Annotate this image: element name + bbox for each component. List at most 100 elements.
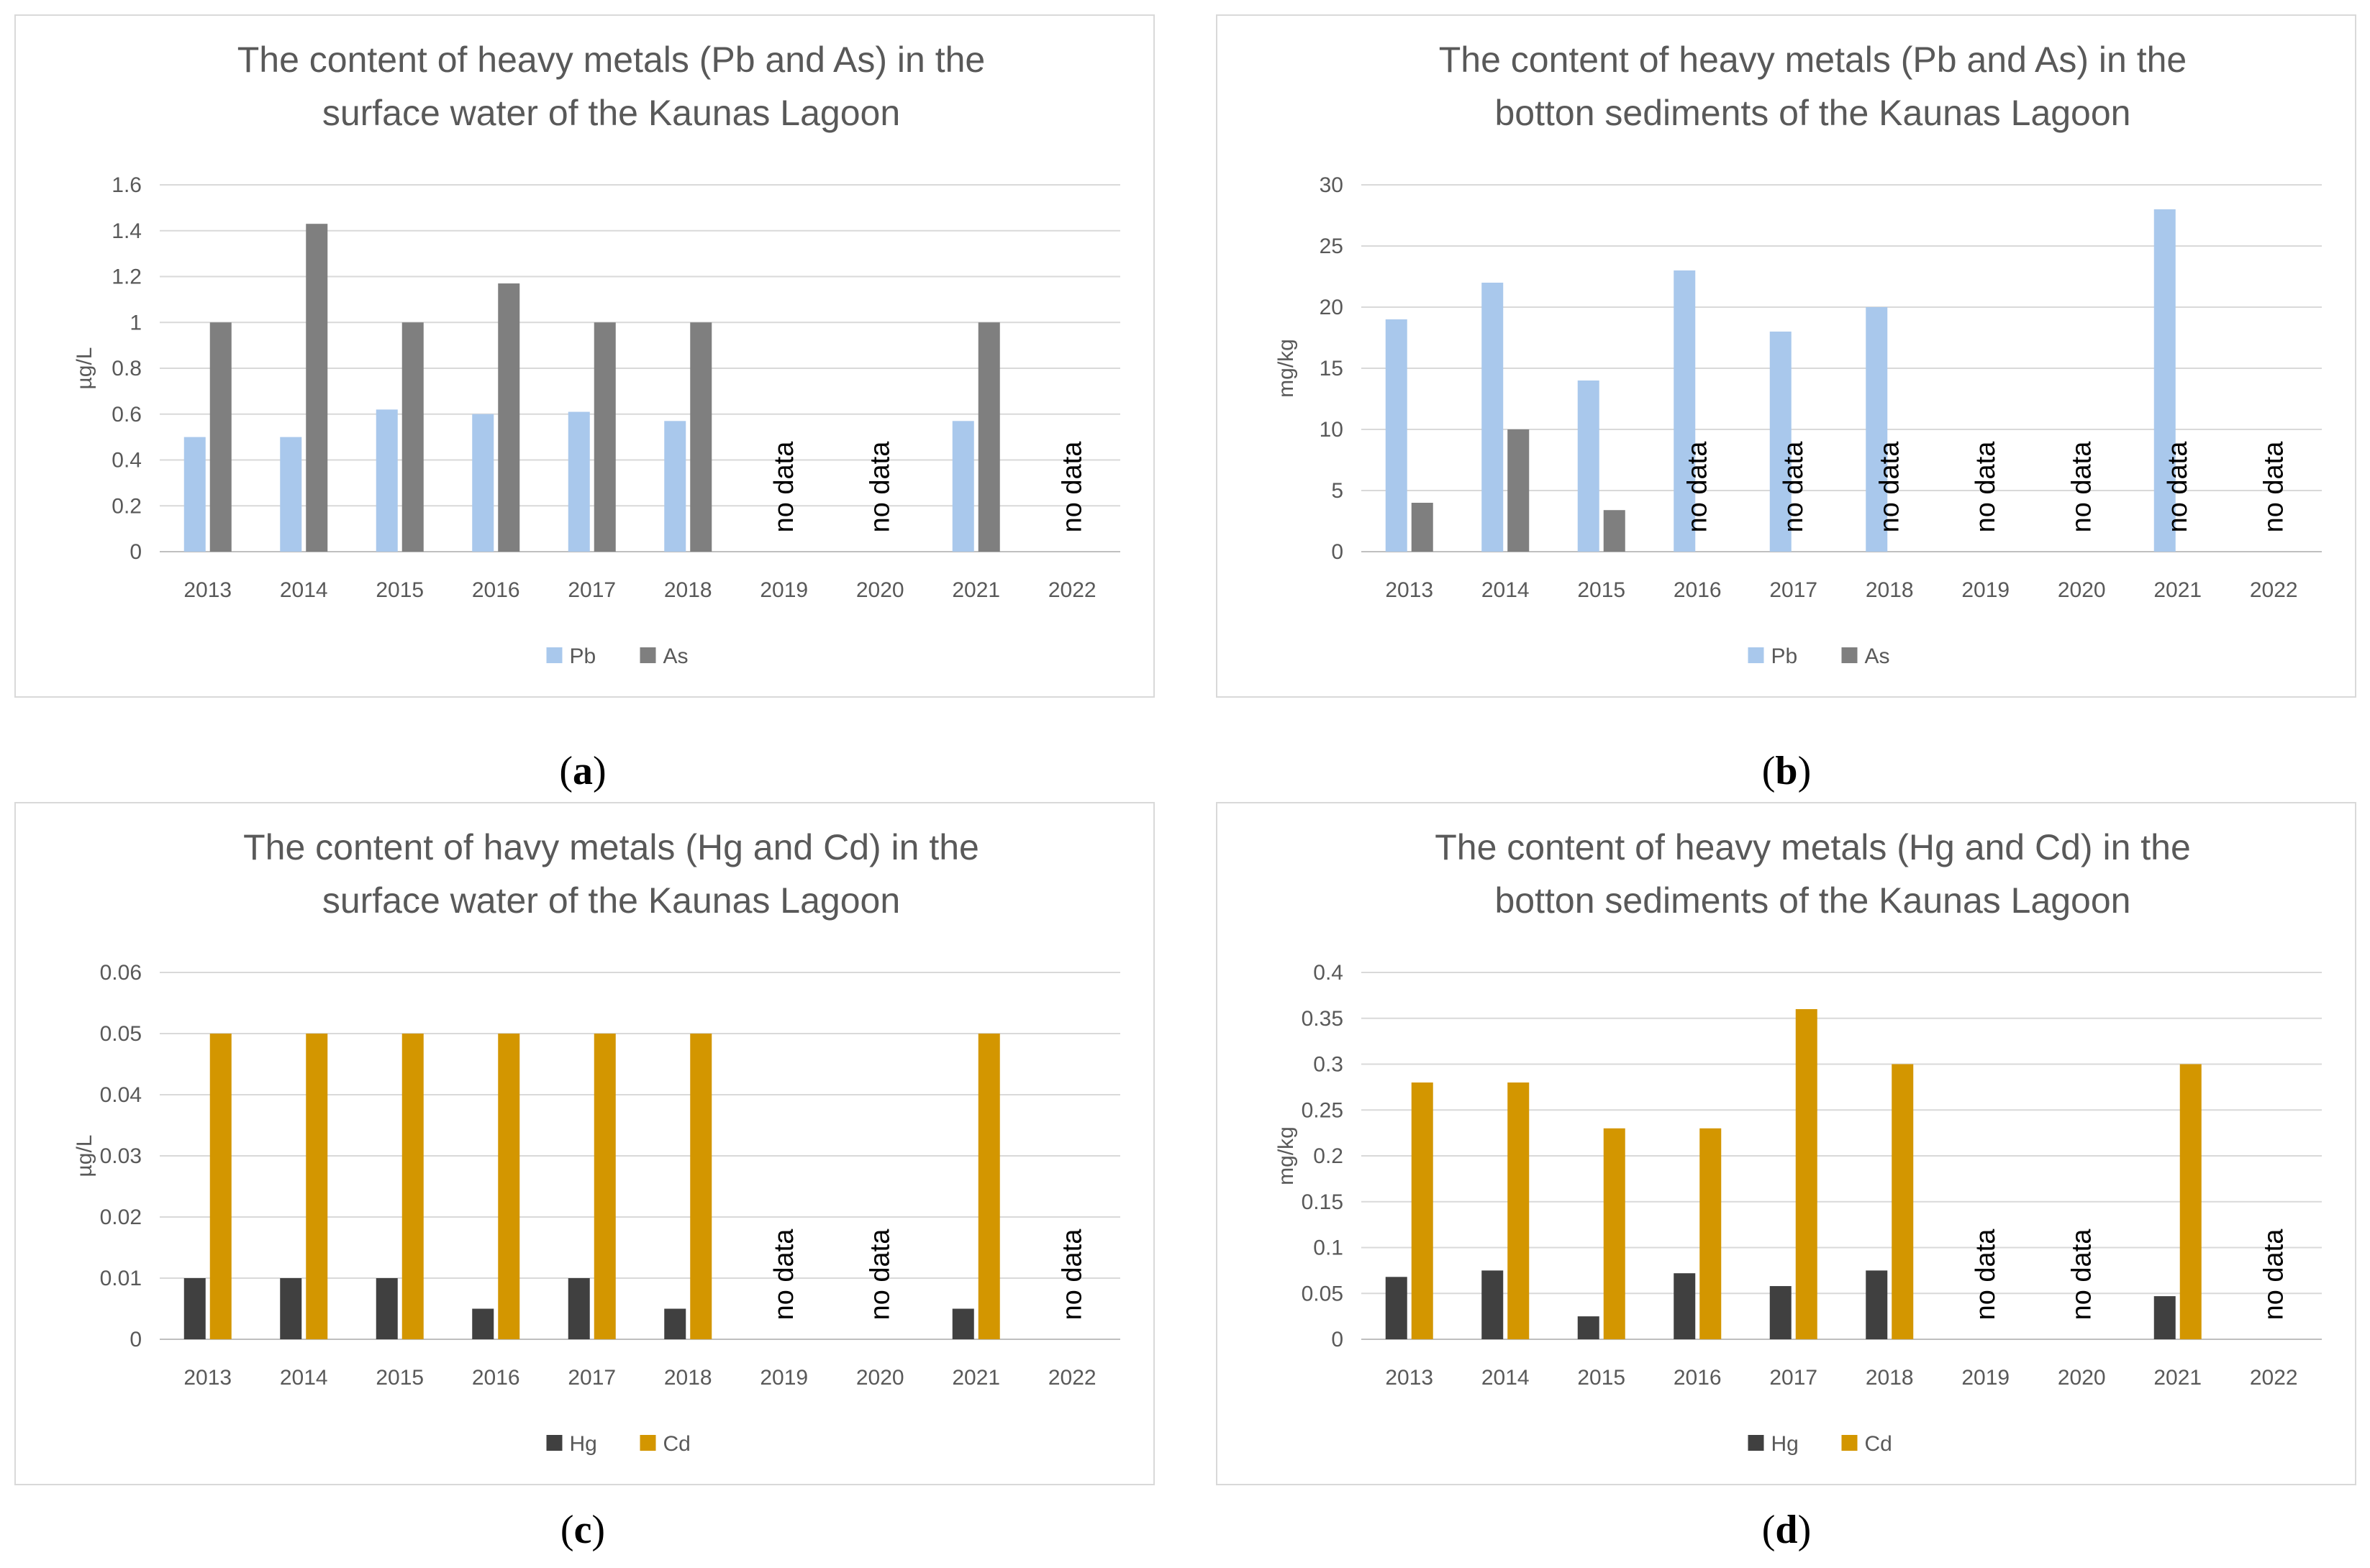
bar-cd bbox=[1507, 1082, 1530, 1339]
legend-swatch-hg bbox=[546, 1435, 563, 1451]
bar-as bbox=[1603, 510, 1625, 552]
y-tick-label: 25 bbox=[1320, 234, 1343, 258]
bar-cd bbox=[209, 1034, 232, 1339]
chart-title-line: The content of havy metals (Hg and Cd) i… bbox=[243, 827, 979, 867]
no-data-annotation: no data bbox=[1779, 441, 1809, 533]
bar-hg bbox=[1866, 1270, 1888, 1339]
chart-panel-d: The content of heavy metals (Hg and Cd) … bbox=[1216, 802, 2356, 1485]
bar-hg bbox=[1769, 1286, 1792, 1339]
bar-pb bbox=[1385, 319, 1407, 552]
bar-pb bbox=[183, 437, 206, 552]
chart-title-line: surface water of the Kaunas Lagoon bbox=[322, 93, 900, 133]
y-tick-label: 0.35 bbox=[1302, 1007, 1343, 1031]
y-tick-label: 0.2 bbox=[112, 494, 142, 518]
y-tick-label: 0.8 bbox=[112, 357, 142, 380]
x-tick-label: 2015 bbox=[376, 578, 424, 602]
x-tick-label: 2022 bbox=[1048, 1366, 1097, 1390]
no-data-annotation: no data bbox=[865, 441, 895, 533]
legend-label-hg: Hg bbox=[1771, 1432, 1799, 1456]
bar-hg bbox=[183, 1278, 206, 1339]
bar-hg bbox=[2153, 1296, 2176, 1339]
legend-label-cd: Cd bbox=[663, 1432, 691, 1456]
x-tick-label: 2019 bbox=[760, 578, 808, 602]
y-tick-label: 0.3 bbox=[1313, 1053, 1343, 1077]
y-tick-label: 1.6 bbox=[112, 173, 142, 197]
caption-d: (d) bbox=[1761, 1508, 1812, 1552]
x-tick-label: 2022 bbox=[2250, 578, 2298, 602]
legend-label-pb: Pb bbox=[570, 644, 596, 668]
bar-as bbox=[209, 322, 232, 552]
chart-title-line: The content of heavy metals (Pb and As) … bbox=[237, 40, 985, 80]
x-tick-label: 2016 bbox=[472, 578, 520, 602]
x-tick-label: 2022 bbox=[1048, 578, 1097, 602]
no-data-annotation: no data bbox=[1057, 1229, 1087, 1321]
x-tick-label: 2018 bbox=[1866, 1366, 1914, 1390]
bar-pb bbox=[1769, 332, 1792, 552]
x-tick-label: 2021 bbox=[952, 1366, 1000, 1390]
y-tick-label: 0.2 bbox=[1313, 1144, 1343, 1168]
no-data-annotation: no data bbox=[2066, 441, 2097, 533]
chart-title-line: surface water of the Kaunas Lagoon bbox=[322, 880, 900, 921]
legend-swatch-pb bbox=[546, 647, 563, 663]
y-tick-label: 20 bbox=[1320, 296, 1343, 319]
y-tick-label: 1 bbox=[130, 311, 142, 334]
no-data-annotation: no data bbox=[769, 441, 799, 533]
bar-as bbox=[1411, 503, 1433, 552]
chart-panel-b: The content of heavy metals (Pb and As) … bbox=[1216, 14, 2356, 698]
no-data-annotation: no data bbox=[2258, 1229, 2289, 1321]
chart-a-svg: The content of heavy metals (Pb and As) … bbox=[73, 40, 1120, 668]
bar-as bbox=[594, 322, 616, 552]
bar-cd bbox=[1411, 1082, 1433, 1339]
no-data-annotation: no data bbox=[1971, 441, 2001, 533]
x-tick-label: 2013 bbox=[1385, 578, 1433, 602]
caption-c-letter: c bbox=[573, 1508, 592, 1552]
y-tick-label: 0.03 bbox=[100, 1144, 142, 1168]
bar-hg bbox=[1674, 1273, 1696, 1339]
bar-hg bbox=[952, 1308, 974, 1339]
chart-c-svg: The content of havy metals (Hg and Cd) i… bbox=[73, 827, 1120, 1456]
legend-swatch-hg bbox=[1748, 1435, 1764, 1451]
bar-cd bbox=[2179, 1064, 2202, 1339]
bar-pb bbox=[1866, 307, 1888, 552]
y-tick-label: 0.4 bbox=[112, 449, 142, 473]
bar-pb bbox=[376, 409, 398, 552]
y-tick-label: 5 bbox=[1331, 479, 1343, 503]
y-tick-label: 0.05 bbox=[100, 1022, 142, 1046]
y-axis-label: mg/kg bbox=[1274, 1126, 1298, 1185]
legend-label-as: As bbox=[1865, 644, 1890, 668]
bar-cd bbox=[498, 1034, 520, 1339]
no-data-annotation: no data bbox=[1682, 441, 1712, 533]
no-data-annotation: no data bbox=[865, 1229, 895, 1321]
x-tick-label: 2014 bbox=[1481, 578, 1530, 602]
bar-hg bbox=[664, 1308, 686, 1339]
x-tick-label: 2020 bbox=[2058, 578, 2106, 602]
x-tick-label: 2021 bbox=[2153, 578, 2202, 602]
x-tick-label: 2017 bbox=[568, 578, 616, 602]
y-axis-label: mg/kg bbox=[1274, 339, 1298, 398]
x-tick-label: 2013 bbox=[183, 1366, 232, 1390]
caption-b-letter: b bbox=[1775, 749, 1798, 793]
x-tick-label: 2016 bbox=[1674, 578, 1722, 602]
x-tick-label: 2013 bbox=[1385, 1366, 1433, 1390]
x-tick-label: 2014 bbox=[280, 1366, 328, 1390]
x-tick-label: 2017 bbox=[1769, 578, 1817, 602]
x-tick-label: 2018 bbox=[664, 578, 712, 602]
caption-d-letter: d bbox=[1775, 1508, 1798, 1552]
y-tick-label: 0.15 bbox=[1302, 1190, 1343, 1214]
chart-title-line: The content of heavy metals (Pb and As) … bbox=[1439, 40, 2187, 80]
chart-title-line: The content of heavy metals (Hg and Cd) … bbox=[1435, 827, 2191, 867]
x-tick-label: 2018 bbox=[1866, 578, 1914, 602]
bar-as bbox=[690, 322, 712, 552]
x-tick-label: 2019 bbox=[760, 1366, 808, 1390]
caption-a-letter: a bbox=[573, 749, 593, 793]
x-tick-label: 2014 bbox=[280, 578, 328, 602]
y-tick-label: 1.2 bbox=[112, 265, 142, 289]
x-tick-label: 2021 bbox=[952, 578, 1000, 602]
y-tick-label: 0 bbox=[1331, 540, 1343, 564]
bar-pb bbox=[1674, 270, 1696, 552]
y-axis-label: µg/L bbox=[73, 347, 96, 390]
bar-cd bbox=[1603, 1128, 1625, 1339]
bar-cd bbox=[1699, 1128, 1722, 1339]
x-tick-label: 2022 bbox=[2250, 1366, 2298, 1390]
bar-pb bbox=[568, 411, 590, 552]
